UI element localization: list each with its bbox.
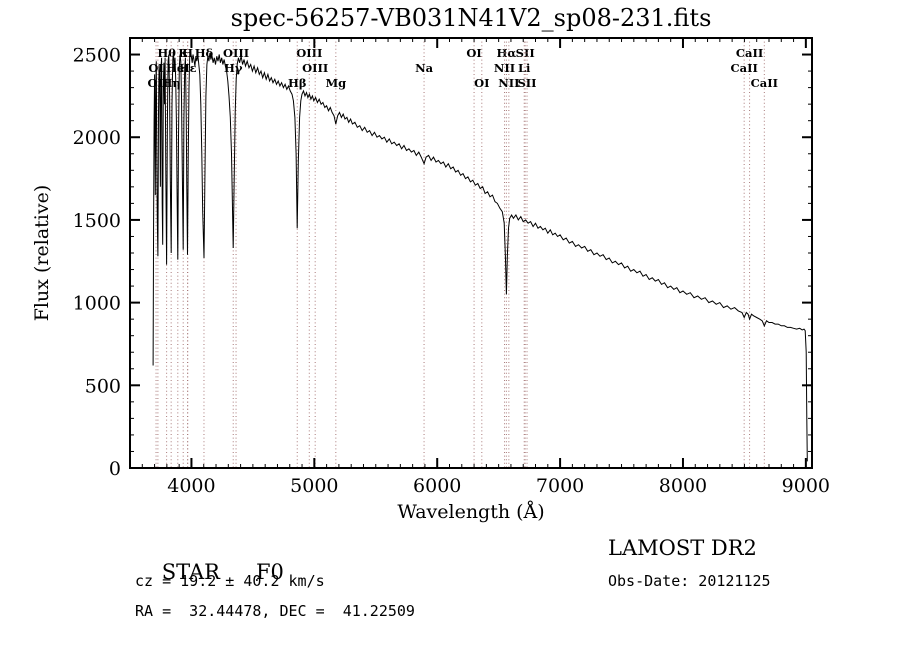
x-tick-label: 9000 <box>782 475 830 497</box>
plot-title: spec-56257-VB031N41V2_sp08-231.fits <box>230 4 712 32</box>
x-tick-label: 5000 <box>290 475 338 497</box>
spectral-line-label: Hα <box>497 46 517 60</box>
spectral-line-label: CaII <box>736 46 763 60</box>
spectral-line-label: OIII <box>223 46 249 60</box>
x-tick-label: 4000 <box>167 475 215 497</box>
spectral-line-label: SII <box>517 76 536 90</box>
y-tick-label: 1000 <box>73 293 121 315</box>
spectral-line-label: OI <box>466 46 481 60</box>
y-axis-label: Flux (relative) <box>31 185 53 322</box>
spectral-line-label: Na <box>415 61 434 75</box>
spectrum-trace <box>152 51 808 462</box>
spectral-line-label: HeI <box>166 61 190 75</box>
spectral-line-label: OI <box>474 76 489 90</box>
subclass-label: F0 <box>255 560 284 584</box>
spectral-line-label: Hδ <box>195 46 214 60</box>
survey-label: LAMOST DR2 <box>608 536 757 560</box>
x-tick-label: 8000 <box>659 475 707 497</box>
radec-line: RA = 32.44478, DEC = 41.22509 <box>135 602 415 620</box>
classification-line: STAR F0 <box>135 536 284 608</box>
y-tick-label: 2500 <box>73 45 121 67</box>
spectral-line-label: CaII <box>730 61 757 75</box>
x-tick-label: 7000 <box>536 475 584 497</box>
spectral-line-label: OIII <box>296 46 322 60</box>
y-tick-label: 2000 <box>73 127 121 149</box>
spectral-line-label: SII <box>516 46 535 60</box>
plot-border <box>129 37 813 469</box>
obsdate-line: Obs-Date: 20121125 <box>608 572 771 590</box>
spectral-line-label: NII <box>494 61 515 75</box>
x-axis-label: Wavelength (Å) <box>397 501 544 523</box>
spectral-line-label: Hβ <box>288 76 307 90</box>
x-tick-label: 6000 <box>413 475 461 497</box>
spectral-line-label: K <box>178 46 189 60</box>
y-tick-label: 1500 <box>73 210 121 232</box>
cz-line: cz = 19.2 ± 40.2 km/s <box>135 572 325 590</box>
spectral-line-label: Li <box>518 61 531 75</box>
spectral-line-label: Hγ <box>224 61 243 75</box>
y-tick-label: 0 <box>109 458 121 480</box>
spectral-line-label: Hε <box>179 61 197 75</box>
y-tick-label: 500 <box>85 375 121 397</box>
spectral-line-label: NII <box>498 76 519 90</box>
spectral-line-label: OIII <box>302 61 328 75</box>
spectral-line-label: CaII <box>751 76 778 90</box>
spectral-line-label: Mg <box>325 76 346 90</box>
class-label: STAR <box>161 560 220 584</box>
